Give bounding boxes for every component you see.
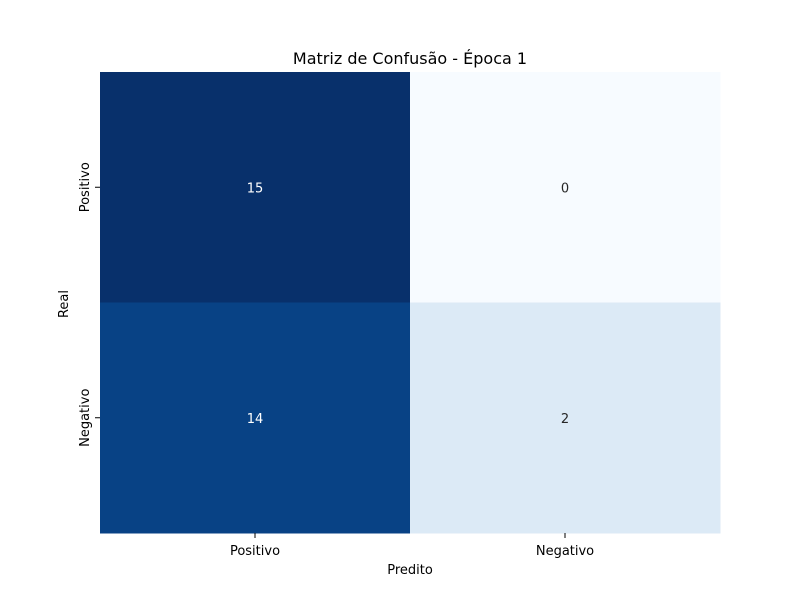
cell-value-label-0-1: 0	[561, 181, 569, 196]
cell-value-label-1-0: 14	[247, 412, 264, 427]
cell-value-label-1-1: 2	[561, 412, 569, 427]
heatmap-cell-0-0	[100, 72, 411, 303]
heatmap-cells: 15 0 14 2	[100, 72, 721, 534]
axis-ticks: Positivo Negativo Positivo Negativo	[78, 162, 594, 559]
y-tick-label-0: Positivo	[78, 162, 93, 212]
chart-title: Matriz de Confusão - Época 1	[293, 49, 527, 68]
y-axis-label: Real	[57, 290, 72, 318]
x-tick-label-1: Negativo	[536, 544, 594, 559]
x-tick-label-0: Positivo	[230, 544, 280, 559]
x-axis-label: Predito	[387, 563, 433, 578]
cell-value-label-0-0: 15	[247, 181, 264, 196]
heatmap-cell-1-1	[410, 302, 721, 534]
heatmap-cell-0-1	[410, 72, 721, 303]
y-tick-label-1: Negativo	[78, 389, 93, 447]
heatmap-cell-1-0	[100, 302, 411, 534]
